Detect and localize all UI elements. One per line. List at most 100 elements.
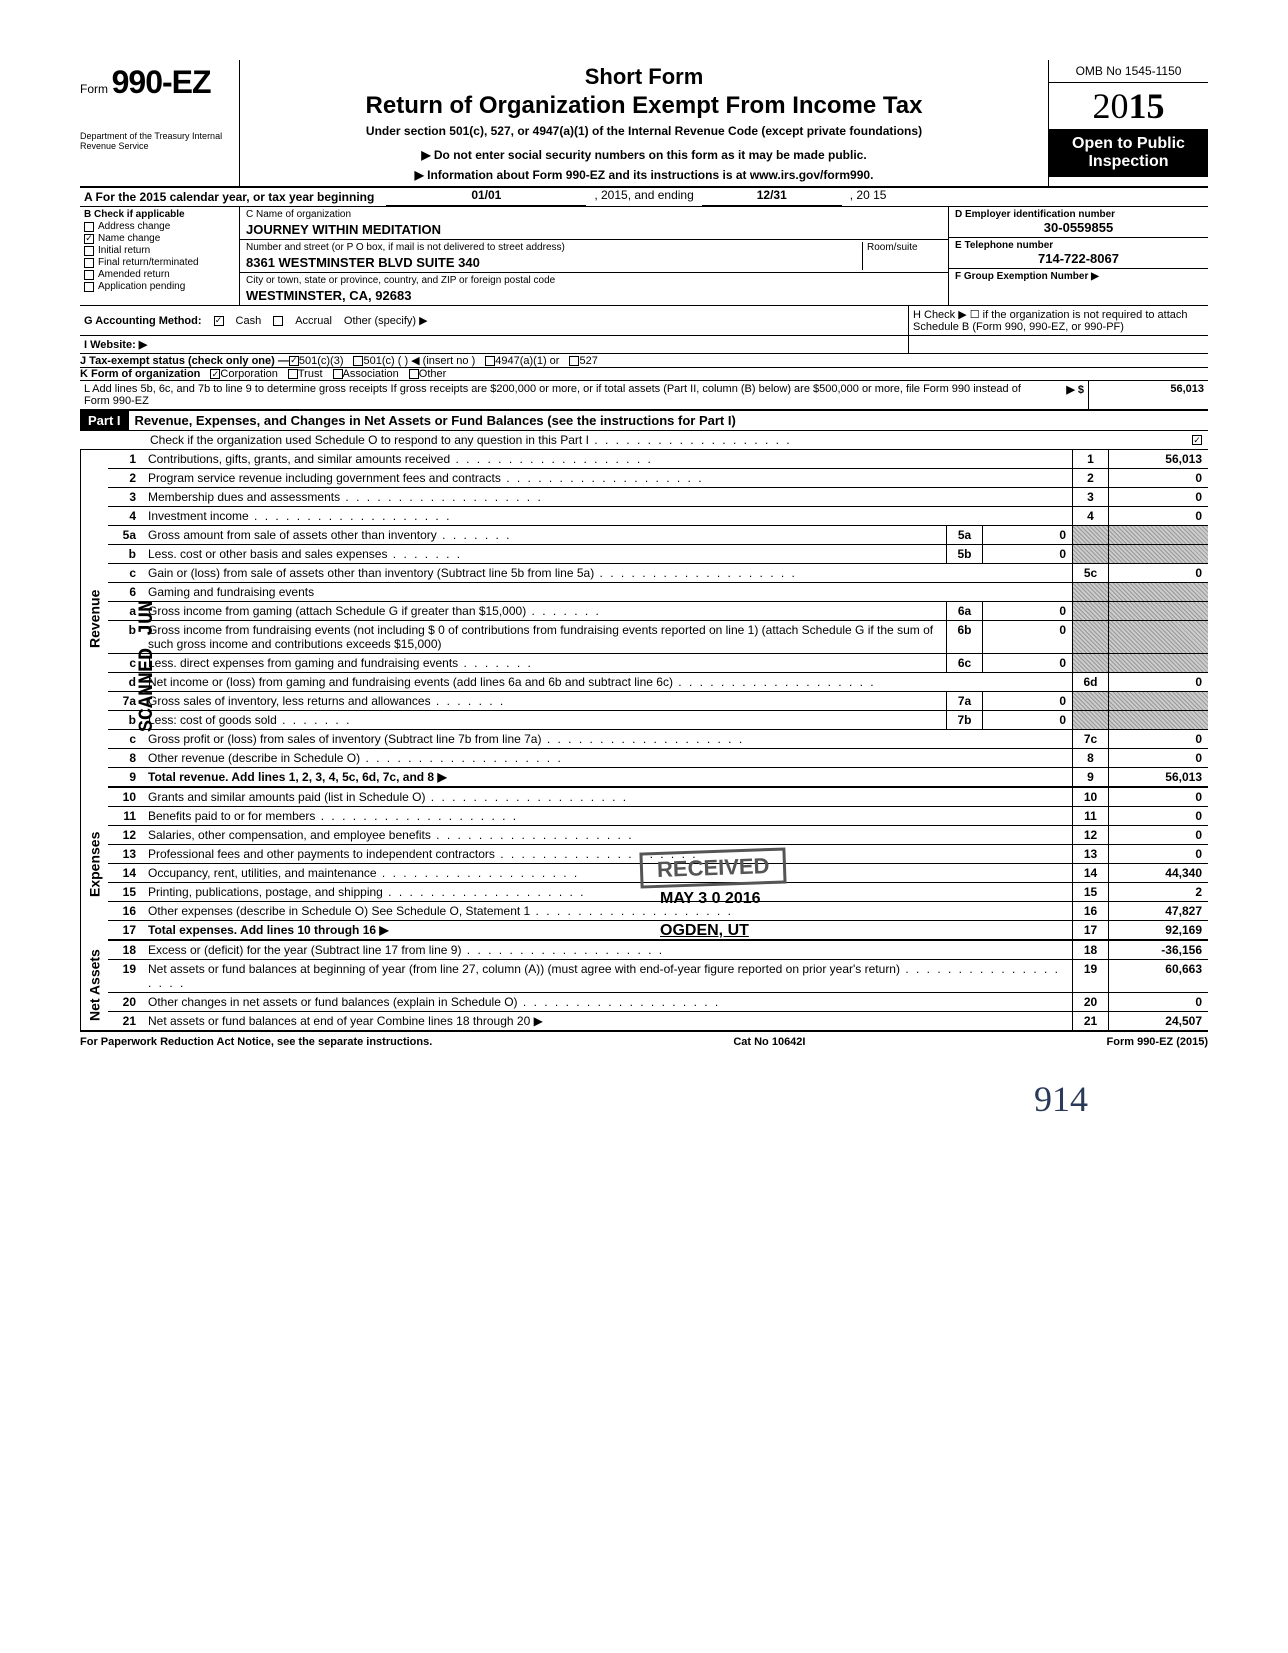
check-amended: Amended return bbox=[84, 269, 235, 280]
footer-mid: Cat No 10642I bbox=[733, 1036, 805, 1048]
org-name-label: C Name of organization bbox=[246, 209, 942, 220]
ein-value: 30-0559855 bbox=[955, 220, 1202, 235]
checkbox-corp[interactable]: ✓ bbox=[210, 369, 220, 379]
form-number-cell: Form 990-EZ Department of the Treasury I… bbox=[80, 60, 240, 186]
entity-block: B Check if applicable Address change ✓Na… bbox=[80, 207, 1208, 306]
amt-col: 18 bbox=[1072, 941, 1108, 959]
amt-col: 13 bbox=[1072, 845, 1108, 863]
accrual-label: Accrual bbox=[295, 315, 332, 327]
net-assets-side-label: Net Assets bbox=[80, 941, 108, 1030]
line-desc: Total revenue. Add lines 1, 2, 3, 4, 5c,… bbox=[144, 768, 1072, 786]
checkbox-accrual[interactable] bbox=[273, 316, 283, 326]
amt-col: 15 bbox=[1072, 883, 1108, 901]
amt-col: 5c bbox=[1072, 564, 1108, 582]
checkbox-cash[interactable]: ✓ bbox=[214, 316, 224, 326]
checkbox-527[interactable] bbox=[569, 356, 579, 366]
check-label: Initial return bbox=[98, 245, 150, 256]
line-num: 20 bbox=[108, 993, 144, 1011]
opt-501c3: 501(c)(3) bbox=[299, 355, 344, 367]
amt-col: 12 bbox=[1072, 826, 1108, 844]
part-1-check-text: Check if the organization used Schedule … bbox=[150, 433, 1192, 447]
checkbox-501c[interactable] bbox=[353, 356, 363, 366]
checkbox-icon[interactable] bbox=[84, 246, 94, 256]
mini-val: 0 bbox=[982, 545, 1072, 563]
amt-col: 7c bbox=[1072, 730, 1108, 748]
room-label: Room/suite bbox=[862, 242, 942, 270]
mini-col: 6b bbox=[946, 621, 982, 653]
part-1-title: Revenue, Expenses, and Changes in Net As… bbox=[129, 411, 1208, 430]
checkbox-icon[interactable] bbox=[84, 222, 94, 232]
line-desc: Gross amount from sale of assets other t… bbox=[144, 526, 946, 544]
line-num: 4 bbox=[108, 507, 144, 525]
line-desc: Gaming and fundraising events bbox=[144, 583, 1072, 601]
line-num: 3 bbox=[108, 488, 144, 506]
shaded-cell bbox=[1072, 526, 1108, 544]
part-1-check-row: Check if the organization used Schedule … bbox=[80, 431, 1208, 450]
amt-col: 6d bbox=[1072, 673, 1108, 691]
line-desc: Less: cost of goods sold bbox=[144, 711, 946, 729]
line-desc: Total expenses. Add lines 10 through 16 bbox=[144, 921, 1072, 939]
shaded-cell bbox=[1072, 621, 1108, 653]
received-date: MAY 3 0 2016 bbox=[660, 890, 761, 908]
line-num: 1 bbox=[108, 450, 144, 468]
row-k-label: K Form of organization bbox=[80, 368, 200, 380]
checkbox-icon[interactable] bbox=[84, 282, 94, 292]
checkbox-schedule-o[interactable]: ✓ bbox=[1192, 435, 1202, 445]
amt-val: 0 bbox=[1108, 507, 1208, 525]
check-initial-return: Initial return bbox=[84, 245, 235, 256]
line-desc: Less. direct expenses from gaming and fu… bbox=[144, 654, 946, 672]
checkbox-4947[interactable] bbox=[485, 356, 495, 366]
org-name: JOURNEY WITHIN MEDITATION bbox=[246, 222, 942, 237]
amt-val: 0 bbox=[1108, 673, 1208, 691]
right-header-cell: OMB No 1545-1150 2015 Open to Public Ins… bbox=[1048, 60, 1208, 186]
line-desc: Excess or (deficit) for the year (Subtra… bbox=[144, 941, 1072, 959]
phone-label: E Telephone number bbox=[955, 240, 1202, 251]
checkbox-trust[interactable] bbox=[288, 369, 298, 379]
line-desc: Gross income from gaming (attach Schedul… bbox=[144, 602, 946, 620]
shaded-cell bbox=[1108, 602, 1208, 620]
amt-col: 2 bbox=[1072, 469, 1108, 487]
org-address: 8361 WESTMINSTER BLVD SUITE 340 bbox=[246, 255, 862, 270]
shaded-cell bbox=[1072, 583, 1108, 601]
amt-col: 19 bbox=[1072, 960, 1108, 992]
city-label: City or town, state or province, country… bbox=[246, 275, 942, 286]
amt-val: 60,663 bbox=[1108, 960, 1208, 992]
shaded-cell bbox=[1108, 692, 1208, 710]
line-num: 9 bbox=[108, 768, 144, 786]
checkbox-501c3[interactable]: ✓ bbox=[289, 356, 299, 366]
row-j-label: J Tax-exempt status (check only one) — bbox=[80, 355, 289, 367]
shaded-cell bbox=[1108, 711, 1208, 729]
row-a-suffix: , 20 15 bbox=[850, 188, 887, 206]
mini-col: 6c bbox=[946, 654, 982, 672]
received-stamp: RECEIVED bbox=[639, 847, 787, 888]
form-container: Form 990-EZ Department of the Treasury I… bbox=[80, 60, 1208, 1120]
line-num: 5a bbox=[108, 526, 144, 544]
checkbox-other[interactable] bbox=[409, 369, 419, 379]
checkbox-icon[interactable]: ✓ bbox=[84, 234, 94, 244]
entity-mid: C Name of organization JOURNEY WITHIN ME… bbox=[240, 207, 948, 305]
row-a-label: A For the 2015 calendar year, or tax yea… bbox=[80, 188, 378, 206]
opt-501c: 501(c) ( ) ◀ (insert no ) bbox=[363, 354, 475, 367]
line-desc: Benefits paid to or for members bbox=[144, 807, 1072, 825]
gross-receipts: 56,013 bbox=[1088, 381, 1208, 409]
line-desc: Program service revenue including govern… bbox=[144, 469, 1072, 487]
row-j: J Tax-exempt status (check only one) — ✓… bbox=[80, 354, 1208, 368]
line-desc: Salaries, other compensation, and employ… bbox=[144, 826, 1072, 844]
mini-val: 0 bbox=[982, 526, 1072, 544]
shaded-cell bbox=[1108, 526, 1208, 544]
checkbox-icon[interactable] bbox=[84, 258, 94, 268]
shaded-cell bbox=[1072, 545, 1108, 563]
shaded-cell bbox=[1072, 654, 1108, 672]
amt-col: 3 bbox=[1072, 488, 1108, 506]
amt-val: 2 bbox=[1108, 883, 1208, 901]
row-l: L Add lines 5b, 6c, and 7b to line 9 to … bbox=[80, 381, 1208, 411]
line-desc: Other changes in net assets or fund bala… bbox=[144, 993, 1072, 1011]
checkbox-assoc[interactable] bbox=[333, 369, 343, 379]
other-label: Other (specify) ▶ bbox=[344, 314, 428, 327]
line-desc: Membership dues and assessments bbox=[144, 488, 1072, 506]
check-label: Application pending bbox=[98, 281, 185, 292]
checkbox-icon[interactable] bbox=[84, 270, 94, 280]
line-num: 17 bbox=[108, 921, 144, 939]
line-num: 21 bbox=[108, 1012, 144, 1030]
line-num: c bbox=[108, 564, 144, 582]
